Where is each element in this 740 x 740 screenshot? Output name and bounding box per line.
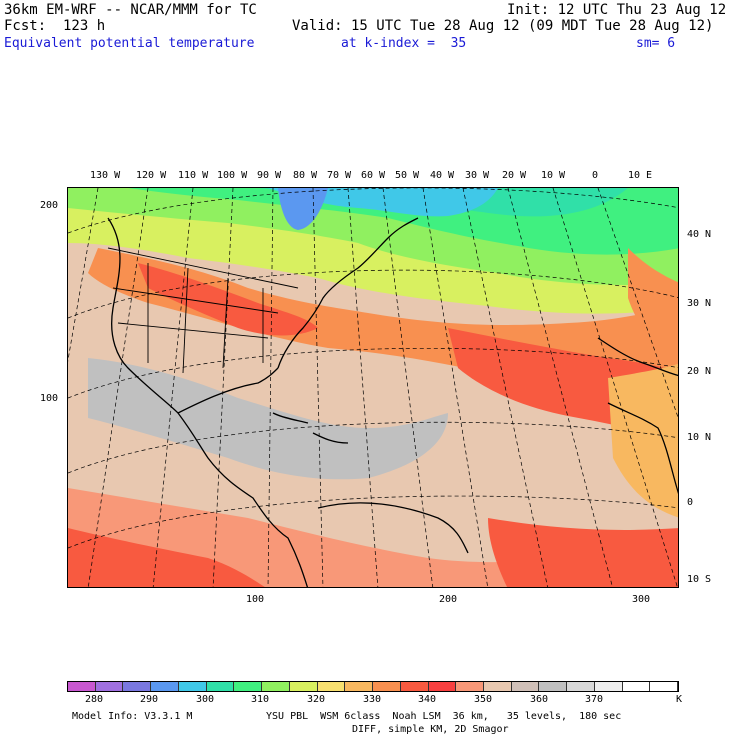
lon-label: 60 W (361, 170, 386, 181)
grid-y-label: 200 (40, 200, 59, 211)
coastlines (107, 217, 678, 587)
colorbar-label: 300 (196, 694, 215, 705)
colorbar-swatch (151, 682, 179, 691)
lat-label: 20 N (687, 366, 712, 377)
colorbar-label: 290 (140, 694, 159, 705)
colorbar-label: 350 (474, 694, 493, 705)
lon-label: 80 W (293, 170, 318, 181)
field-name: Equivalent potential temperature (4, 36, 255, 51)
lon-label: 20 W (502, 170, 527, 181)
smoothing-label: sm= 6 (636, 36, 676, 51)
southwest-hot (68, 528, 265, 587)
colorbar-label: 320 (307, 694, 326, 705)
lon-label: 10 E (628, 170, 653, 181)
lon-label: 90 W (257, 170, 282, 181)
colorbar-swatch (511, 682, 540, 691)
lat-label: 10 N (687, 432, 712, 443)
colorbar-unit: K (676, 694, 683, 705)
state-borders (107, 247, 299, 374)
colorbar-swatch (373, 682, 401, 691)
southeast-hot (488, 518, 678, 587)
colorbar-swatch (95, 682, 124, 691)
grid-y-label: 100 (40, 393, 59, 404)
colorbar-swatch (178, 682, 207, 691)
forecast-hour: Fcst: 123 h (4, 18, 106, 34)
colorbar-swatch (317, 682, 346, 691)
lon-label: 10 W (541, 170, 566, 181)
lon-label: 30 W (465, 170, 490, 181)
lon-label: 120 W (136, 170, 167, 181)
colorbar-swatch (567, 682, 595, 691)
colorbar-swatch (594, 682, 623, 691)
lat-label: 40 N (687, 229, 712, 240)
lon-label: 110 W (178, 170, 209, 181)
init-time: Init: 12 UTC Thu 23 Aug 12 (507, 2, 727, 18)
colorbar-swatch (289, 682, 318, 691)
colorbar-swatch (206, 682, 235, 691)
colorbar-swatch (428, 682, 457, 691)
diffusion-info: DIFF, simple KM, 2D Smagor (352, 724, 509, 735)
colorbar-swatch (484, 682, 512, 691)
grid-x-label: 200 (439, 594, 458, 605)
colorbar-label: 360 (530, 694, 549, 705)
lon-label: 50 W (395, 170, 420, 181)
lon-label: 130 W (90, 170, 121, 181)
colorbar-swatch (262, 682, 290, 691)
colorbar-label: 370 (585, 694, 604, 705)
grid-x-label: 100 (246, 594, 265, 605)
gray-tropics (88, 358, 448, 480)
colorbar-label: 280 (85, 694, 104, 705)
colorbar (67, 681, 679, 692)
lon-label: 100 W (217, 170, 248, 181)
lat-label: 0 (687, 497, 694, 508)
theta-e-map (67, 187, 679, 588)
valid-time: Valid: 15 UTC Tue 28 Aug 12 (09 MDT Tue … (292, 18, 714, 34)
colorbar-swatch (456, 682, 485, 691)
colorbar-label: 310 (251, 694, 270, 705)
colorbar-swatch (123, 682, 152, 691)
lat-label: 30 N (687, 298, 712, 309)
model-info: Model Info: V3.3.1 M (72, 711, 193, 722)
level-label: at k-index = 35 (341, 36, 467, 51)
graticule (68, 188, 678, 587)
africa-warm (608, 363, 678, 518)
map-canvas (68, 188, 678, 587)
model-title: 36km EM-WRF -- NCAR/MMM for TC (4, 2, 257, 18)
europe-warm (628, 248, 678, 358)
colorbar-swatch (400, 682, 429, 691)
colorbar-swatch (68, 682, 96, 691)
colorbar-swatch (622, 682, 651, 691)
band-295 (278, 188, 328, 230)
us-hot-core (138, 263, 318, 336)
colorbar-swatch (539, 682, 568, 691)
lon-label: 0 (592, 170, 599, 181)
lon-label: 40 W (430, 170, 455, 181)
colorbar-swatch (650, 682, 679, 691)
colorbar-swatch (234, 682, 263, 691)
colorbar-swatch (345, 682, 374, 691)
colorbar-label: 340 (418, 694, 437, 705)
physics-info: YSU PBL WSM 6class Noah LSM 36 km, 35 le… (266, 711, 622, 722)
grid-x-label: 300 (632, 594, 651, 605)
lat-label: 10 S (687, 574, 712, 585)
lon-label: 70 W (327, 170, 352, 181)
colorbar-label: 330 (363, 694, 382, 705)
